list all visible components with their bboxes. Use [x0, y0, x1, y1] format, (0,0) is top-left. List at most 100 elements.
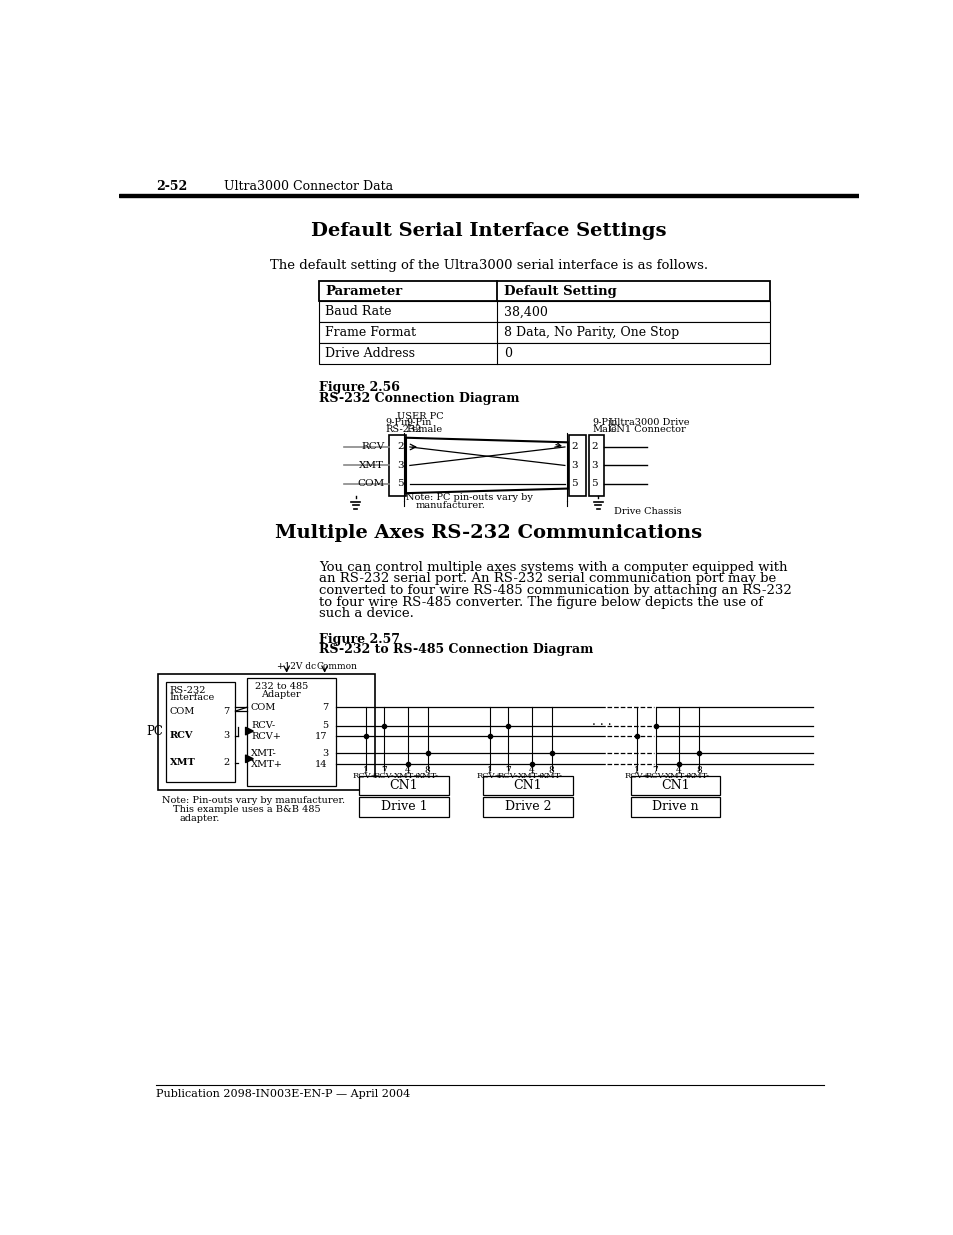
Text: 8: 8 [548, 766, 554, 774]
Text: RCV+: RCV+ [623, 772, 649, 779]
Text: Interface: Interface [170, 693, 214, 703]
Text: 8 Data, No Parity, One Stop: 8 Data, No Parity, One Stop [503, 326, 679, 340]
Text: USER PC: USER PC [396, 411, 443, 421]
Text: RCV: RCV [170, 731, 193, 740]
Text: Drive Chassis: Drive Chassis [613, 508, 680, 516]
Text: XMT+: XMT+ [251, 760, 283, 768]
Text: RS-232: RS-232 [170, 687, 206, 695]
Bar [166, 682, 235, 782]
Text: 1: 1 [486, 766, 492, 774]
Text: Drive n: Drive n [651, 800, 698, 814]
Text: XMT-: XMT- [540, 772, 562, 779]
Text: 7: 7 [223, 706, 229, 715]
Bar [119, 194, 858, 196]
Text: Parameter: Parameter [325, 284, 402, 298]
Text: RCV: RCV [360, 442, 384, 452]
Text: Ultra3000 Connector Data: Ultra3000 Connector Data [224, 180, 393, 193]
Text: RS-232: RS-232 [385, 425, 421, 435]
Text: 3: 3 [322, 748, 328, 758]
Text: PC: PC [146, 725, 163, 739]
Text: 2: 2 [396, 442, 403, 452]
Text: 7: 7 [322, 703, 328, 711]
Text: 8: 8 [696, 766, 701, 774]
Text: Male: Male [592, 425, 616, 435]
Text: XMT-: XMT- [687, 772, 709, 779]
Text: 9-Pin: 9-Pin [592, 419, 617, 427]
Text: Female: Female [406, 425, 441, 435]
Text: 2: 2 [571, 442, 578, 452]
Text: Adapter: Adapter [261, 689, 300, 699]
Text: 14: 14 [314, 760, 327, 768]
Text: COM: COM [251, 703, 276, 711]
Text: COM: COM [170, 706, 194, 715]
Polygon shape [245, 755, 253, 763]
Text: CN1: CN1 [390, 779, 418, 792]
Text: XMT-: XMT- [251, 748, 276, 758]
Text: 2-52: 2-52 [155, 180, 187, 193]
Text: . . .: . . . [591, 715, 611, 727]
Text: 7: 7 [652, 766, 658, 774]
Text: RS-232 to RS-485 Connection Diagram: RS-232 to RS-485 Connection Diagram [319, 643, 593, 656]
Bar [389, 435, 406, 496]
Text: Note: PC pin-outs vary by: Note: PC pin-outs vary by [406, 493, 533, 503]
Text: COM: COM [356, 479, 384, 488]
Polygon shape [406, 437, 568, 493]
Text: The default setting of the Ultra3000 serial interface is as follows.: The default setting of the Ultra3000 ser… [270, 259, 707, 272]
Text: Drive 1: Drive 1 [380, 800, 427, 814]
Text: Baud Rate: Baud Rate [325, 305, 392, 319]
Text: 3: 3 [591, 461, 598, 471]
Text: manufacturer.: manufacturer. [415, 501, 485, 510]
Text: Default Serial Interface Settings: Default Serial Interface Settings [311, 222, 666, 241]
Text: 3: 3 [571, 461, 578, 471]
Text: RCV+: RCV+ [476, 772, 502, 779]
Text: Drive 2: Drive 2 [504, 800, 551, 814]
Polygon shape [245, 727, 253, 735]
Text: 9-Pin: 9-Pin [406, 419, 431, 427]
Text: Ultra3000 Drive: Ultra3000 Drive [608, 419, 689, 427]
Text: 5: 5 [396, 479, 403, 488]
Text: XMT-: XMT- [416, 772, 438, 779]
Text: XMT: XMT [359, 461, 384, 471]
Text: RS-232 Connection Diagram: RS-232 Connection Diagram [319, 391, 519, 405]
Text: converted to four wire RS-485 communication by attaching an RS-232: converted to four wire RS-485 communicat… [319, 584, 791, 597]
Text: 5: 5 [591, 479, 598, 488]
Text: 3: 3 [396, 461, 403, 471]
Text: 1: 1 [362, 766, 368, 774]
Text: Note: Pin-outs vary by manufacturer.: Note: Pin-outs vary by manufacturer. [162, 795, 345, 805]
Text: You can control multiple axes systems with a computer equipped with: You can control multiple axes systems wi… [319, 561, 787, 574]
Text: such a device.: such a device. [319, 608, 414, 620]
Text: XMT: XMT [170, 758, 195, 767]
Text: CN1: CN1 [514, 779, 542, 792]
Text: Figure 2.56: Figure 2.56 [319, 380, 399, 394]
Text: 3: 3 [223, 731, 229, 740]
Text: 2: 2 [591, 442, 598, 452]
Text: Multiple Axes RS-232 Communications: Multiple Axes RS-232 Communications [275, 524, 701, 542]
Text: CN1 Connector: CN1 Connector [608, 425, 685, 435]
Bar [568, 435, 585, 496]
Bar [483, 776, 572, 795]
Text: Common: Common [316, 662, 357, 671]
Text: 7: 7 [505, 766, 511, 774]
Text: RCV+: RCV+ [353, 772, 378, 779]
Text: RCV-: RCV- [374, 772, 395, 779]
Text: Publication 2098-IN003E-EN-P — April 2004: Publication 2098-IN003E-EN-P — April 200… [155, 1089, 410, 1099]
Bar [319, 280, 769, 301]
Text: RCV-: RCV- [497, 772, 518, 779]
Text: XMT+: XMT+ [517, 772, 544, 779]
Bar [158, 674, 375, 789]
Text: Figure 2.57: Figure 2.57 [319, 632, 399, 646]
Bar [630, 797, 720, 818]
Bar [319, 343, 769, 364]
Text: Default Setting: Default Setting [503, 284, 616, 298]
Text: XMT+: XMT+ [394, 772, 420, 779]
Text: +12V dc: +12V dc [276, 662, 315, 671]
Text: CN1: CN1 [660, 779, 689, 792]
Text: 8: 8 [424, 766, 430, 774]
Text: 7: 7 [381, 766, 387, 774]
Text: This example uses a B&B 485: This example uses a B&B 485 [173, 805, 321, 814]
Text: an RS-232 serial port. An RS-232 serial communication port may be: an RS-232 serial port. An RS-232 serial … [319, 573, 776, 585]
Text: 0: 0 [503, 347, 511, 359]
Bar [630, 776, 720, 795]
Text: 38,400: 38,400 [503, 305, 547, 319]
Text: 232 to 485: 232 to 485 [254, 682, 308, 690]
